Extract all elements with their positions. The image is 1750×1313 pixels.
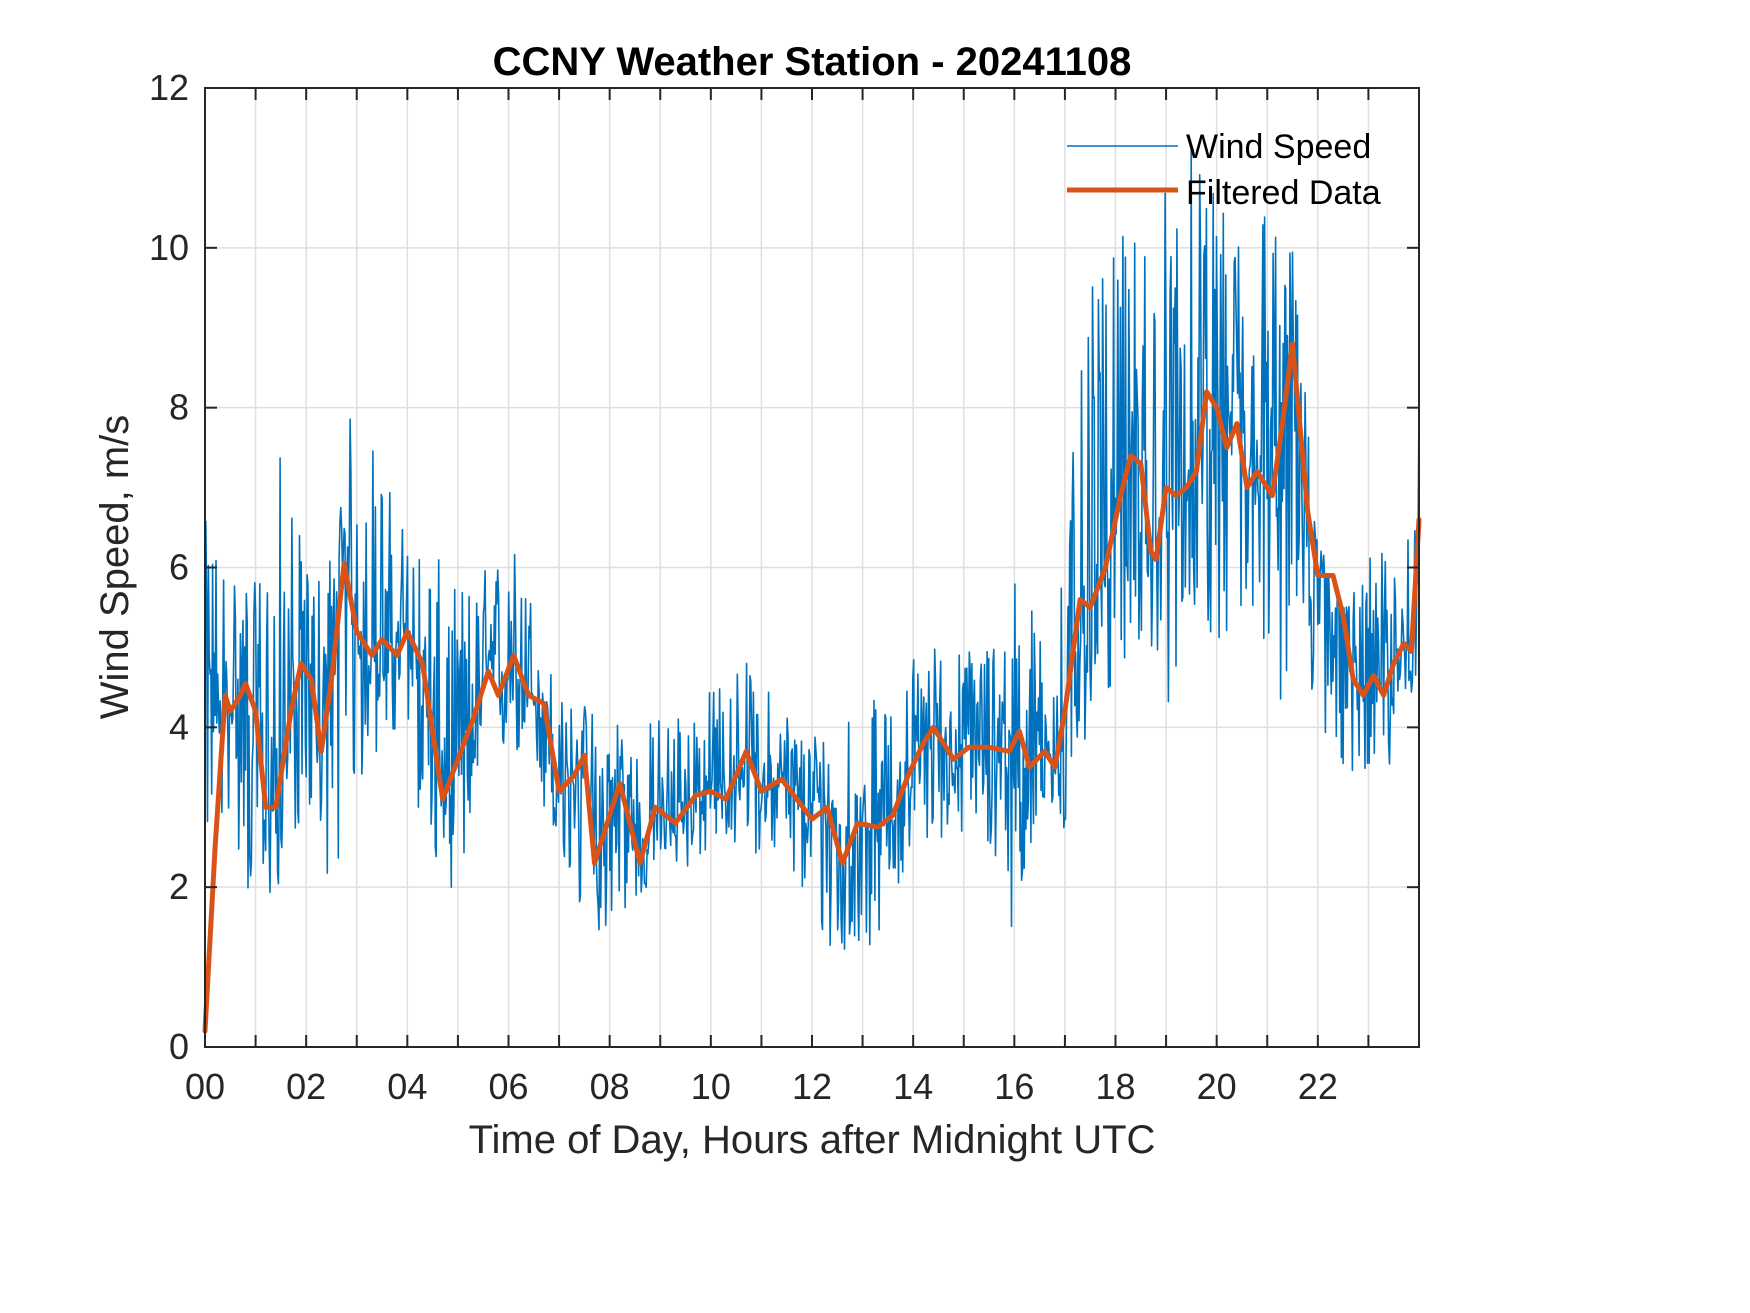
legend-label-filtered-data: Filtered Data [1186, 174, 1381, 212]
x-tick-label: 10 [691, 1066, 731, 1107]
legend-label-wind-speed: Wind Speed [1186, 128, 1371, 166]
wind-speed-line [204, 148, 1420, 950]
legend: Wind Speed Filtered Data [1067, 128, 1381, 212]
x-tick-label: 20 [1197, 1066, 1237, 1107]
y-tick-label: 0 [169, 1026, 189, 1067]
x-tick-label: 00 [185, 1066, 225, 1107]
y-tick-label: 2 [169, 866, 189, 907]
y-tick-label: 4 [169, 706, 189, 747]
y-tick-label: 10 [149, 227, 189, 268]
x-tick-label: 02 [286, 1066, 326, 1107]
x-tick-label: 04 [387, 1066, 427, 1107]
x-tick-label: 06 [488, 1066, 528, 1107]
grid [205, 88, 1419, 1047]
x-tick-label: 12 [792, 1066, 832, 1107]
wind-speed-series [204, 148, 1420, 950]
ticks [205, 88, 1419, 1047]
y-tick-label: 8 [169, 387, 189, 428]
y-tick-label: 6 [169, 547, 189, 588]
x-tick-label: 18 [1095, 1066, 1135, 1107]
x-tick-label: 22 [1298, 1066, 1338, 1107]
x-tick-label: 08 [590, 1066, 630, 1107]
x-tick-label: 16 [994, 1066, 1034, 1107]
x-tick-label: 14 [893, 1066, 933, 1107]
x-axis-label: Time of Day, Hours after Midnight UTC [469, 1118, 1156, 1162]
filtered-data-series [202, 341, 1422, 1034]
y-tick-label: 12 [149, 67, 189, 108]
chart-title: CCNY Weather Station - 20241108 [493, 40, 1132, 84]
y-axis-label: Wind Speed, m/s [93, 415, 137, 720]
